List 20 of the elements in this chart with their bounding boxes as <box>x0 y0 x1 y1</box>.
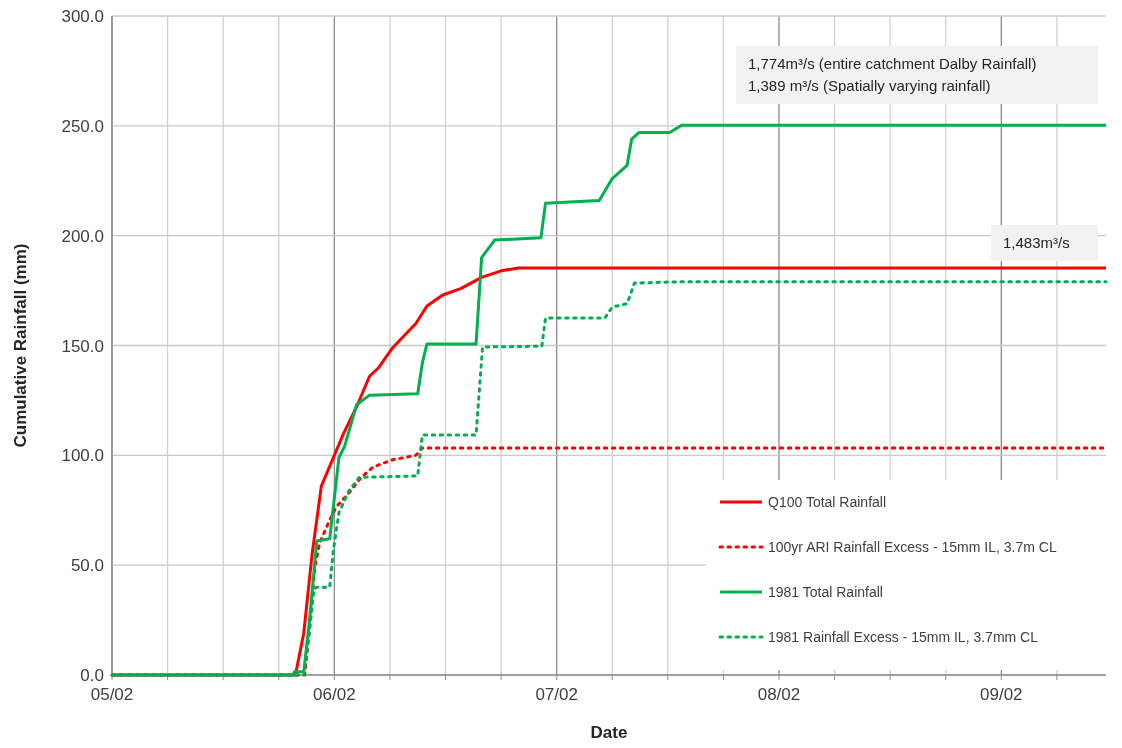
x-tick-label: 09/02 <box>980 685 1023 704</box>
legend-label: 1981 Total Rainfall <box>768 584 883 600</box>
y-tick-label: 0.0 <box>80 666 104 685</box>
x-axis-title: Date <box>590 723 628 742</box>
x-tick-label: 06/02 <box>313 685 356 704</box>
legend-label: 100yr ARI Rainfall Excess - 15mm IL, 3.7m CL <box>768 539 1057 555</box>
x-tick-label: 05/02 <box>90 685 134 704</box>
y-tick-label: 250.0 <box>61 116 104 136</box>
legend-label: 1981 Rainfall Excess - 15mm IL, 3.7mm CL <box>768 629 1039 645</box>
y-tick-label: 150.0 <box>61 336 104 356</box>
y-tick-label: 100.0 <box>61 446 104 466</box>
y-axis-title: Cumulative Rainfall (mm) <box>11 243 30 448</box>
legend-label: Q100 Total Rainfall <box>768 494 887 510</box>
annotation: 1,774m³/s (entire catchment Dalby Rainfall) 1,389 m³/s (Spatially varying rainfall) <box>748 55 1037 94</box>
x-tick-label: 07/02 <box>535 685 578 704</box>
y-tick-label: 50.0 <box>70 556 104 576</box>
annotation: 1,483m³/s <box>1003 234 1070 251</box>
y-tick-label: 200.0 <box>61 226 104 246</box>
y-tick-label: 300.0 <box>61 7 104 26</box>
x-tick-label: 08/02 <box>757 685 801 704</box>
